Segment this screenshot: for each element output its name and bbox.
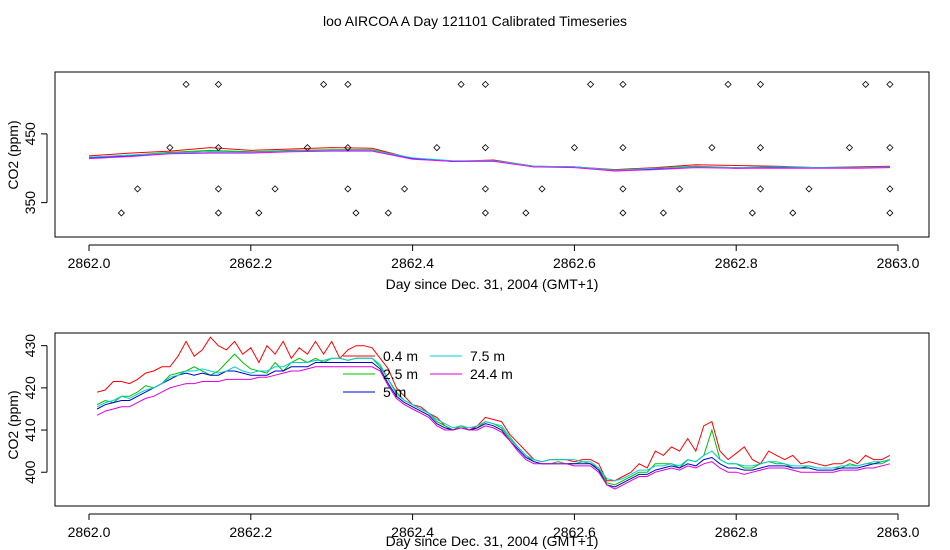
bottom-x-tick-label: 2862.8	[715, 524, 758, 540]
top-y-axis-label: CO2 (ppm)	[5, 120, 21, 189]
top-marker-point	[457, 80, 465, 88]
top-marker-point	[320, 80, 328, 88]
top-marker-point	[255, 209, 263, 217]
bottom-series-line-3	[96, 357, 891, 482]
bottom-x-tick-label: 2862.6	[553, 524, 596, 540]
top-marker-point	[182, 80, 190, 88]
legend-label-0: 0.4 m	[383, 348, 418, 364]
top-marker-point	[344, 185, 352, 193]
top-plot-frame	[54, 71, 930, 238]
top-marker-point	[756, 185, 765, 193]
top-marker-point	[619, 144, 627, 152]
bottom-series-line-0	[96, 336, 891, 482]
legend-label-3: 7.5 m	[470, 348, 505, 364]
top-marker-point	[708, 144, 716, 152]
top-series-line-0	[88, 147, 890, 171]
top-marker-point	[676, 185, 684, 193]
top-marker-point	[481, 185, 489, 193]
top-marker-point	[724, 80, 732, 88]
bottom-y-axis-label: CO2 (ppm)	[5, 390, 21, 459]
top-marker-point	[619, 80, 627, 88]
top-series-line-3	[88, 149, 890, 171]
top-y-tick-label: 350	[22, 191, 38, 215]
bottom-legend: 0.4 m 2.5 m 5 m 7.5 m 24.4 m	[343, 348, 513, 400]
top-y-tick-label: 450	[22, 122, 38, 146]
bottom-y-tick-label: 410	[22, 418, 38, 442]
top-x-tick-label: 2863.0	[877, 255, 920, 271]
bottom-y-tick-label: 420	[22, 376, 38, 400]
top-marker-point	[303, 144, 311, 152]
top-x-tick-label: 2862.0	[68, 255, 111, 271]
top-marker-point	[481, 209, 489, 217]
top-x-axis: 2862.0 2862.2 2862.4 2862.6 2862.8 2863.0	[68, 244, 920, 271]
bottom-x-tick-label: 2863.0	[877, 524, 920, 540]
top-x-tick-label: 2862.2	[229, 255, 272, 271]
bottom-x-axis: 2862.0 2862.2 2862.4 2862.6 2862.8 2863.0	[68, 513, 920, 540]
top-marker-point	[433, 144, 441, 152]
top-marker-point	[619, 185, 627, 193]
top-marker-point	[789, 209, 797, 217]
top-marker-point	[748, 209, 756, 217]
top-marker-point	[619, 209, 627, 217]
top-marker-point	[845, 144, 854, 152]
top-marker-point	[886, 209, 894, 217]
top-marker-point	[481, 80, 489, 88]
bottom-y-tick-label: 400	[22, 460, 38, 484]
bottom-y-axis: 400 410 420 430	[22, 334, 48, 484]
figure-title: loo AIRCOA A Day 121101 Calibrated Times…	[323, 13, 627, 29]
top-x-axis-label: Day since Dec. 31, 2004 (GMT+1)	[386, 276, 599, 292]
legend-label-2: 5 m	[383, 384, 406, 400]
top-panel-marks	[88, 80, 894, 217]
legend-label-4: 24.4 m	[470, 366, 513, 382]
top-marker-point	[214, 144, 223, 152]
top-marker-point	[400, 185, 409, 193]
top-marker-point	[756, 144, 765, 152]
top-marker-point	[522, 209, 530, 217]
bottom-series-line-4	[96, 366, 891, 490]
bottom-plot-frame	[54, 332, 930, 507]
top-marker-point	[344, 80, 352, 88]
top-marker-point	[756, 80, 765, 88]
top-marker-point	[214, 185, 223, 193]
top-marker-point	[133, 185, 142, 193]
top-marker-point	[538, 185, 546, 193]
bottom-series-line-2	[96, 362, 891, 488]
bottom-x-tick-label: 2862.4	[391, 524, 434, 540]
top-x-tick-label: 2862.4	[391, 255, 434, 271]
bottom-panel-marks	[96, 336, 891, 490]
top-x-tick-label: 2862.8	[715, 255, 758, 271]
top-marker-point	[805, 185, 813, 193]
top-marker-point	[481, 144, 489, 152]
top-marker-point	[344, 144, 352, 152]
top-marker-point	[570, 144, 578, 152]
top-marker-point	[214, 80, 223, 88]
legend-label-1: 2.5 m	[383, 366, 418, 382]
bottom-x-axis-label: Day since Dec. 31, 2004 (GMT+1)	[386, 533, 599, 549]
top-marker-point	[587, 80, 595, 88]
top-marker-point	[886, 80, 894, 88]
top-x-tick-label: 2862.6	[553, 255, 596, 271]
top-marker-point	[117, 209, 125, 217]
top-marker-point	[166, 144, 174, 152]
top-marker-point	[384, 209, 392, 217]
top-marker-point	[271, 185, 279, 193]
top-marker-point	[886, 144, 894, 152]
top-marker-point	[862, 80, 870, 88]
top-y-axis: 350 450	[22, 122, 48, 215]
top-marker-point	[352, 209, 360, 217]
top-series-line-4	[88, 150, 890, 172]
top-marker-point	[886, 185, 894, 193]
top-marker-point	[659, 209, 667, 217]
top-panel: 2862.0 2862.2 2862.4 2862.6 2862.8 2863.0 350…	[5, 71, 930, 292]
bottom-x-tick-label: 2862.2	[229, 524, 272, 540]
top-marker-point	[214, 209, 223, 217]
bottom-y-tick-label: 430	[22, 334, 38, 358]
bottom-panel: 2862.0 2862.2 2862.4 2862.6 2862.8 2863.0 400…	[5, 332, 930, 549]
bottom-x-tick-label: 2862.0	[68, 524, 111, 540]
